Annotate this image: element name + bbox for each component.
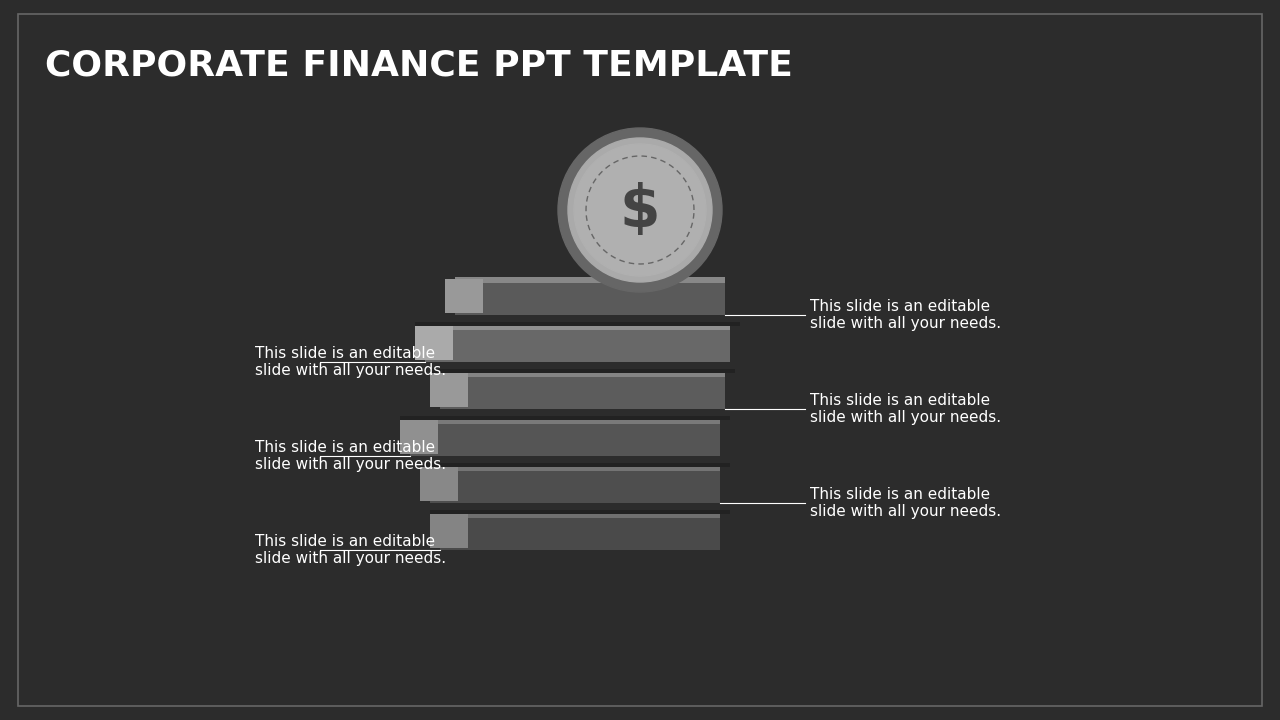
Circle shape	[568, 138, 712, 282]
Bar	[454, 277, 724, 283]
Bar	[399, 416, 730, 420]
Bar	[420, 463, 730, 467]
Bar	[454, 283, 724, 315]
Bar	[410, 418, 719, 424]
Bar	[440, 518, 719, 550]
Bar	[430, 510, 730, 514]
Bar	[399, 420, 438, 454]
Text: $: $	[620, 181, 660, 238]
Bar	[430, 471, 719, 503]
Bar	[420, 467, 458, 501]
Text: This slide is an editable
slide with all your needs.: This slide is an editable slide with all…	[255, 534, 447, 566]
Bar	[430, 514, 468, 548]
Bar	[415, 326, 453, 360]
Circle shape	[558, 128, 722, 292]
Text: This slide is an editable
slide with all your needs.: This slide is an editable slide with all…	[255, 346, 447, 378]
Bar	[430, 465, 719, 471]
Bar	[440, 512, 719, 518]
Text: This slide is an editable
slide with all your needs.: This slide is an editable slide with all…	[810, 487, 1001, 519]
Bar	[425, 324, 730, 330]
Text: This slide is an editable
slide with all your needs.: This slide is an editable slide with all…	[255, 440, 447, 472]
Text: This slide is an editable
slide with all your needs.: This slide is an editable slide with all…	[810, 393, 1001, 426]
Bar	[410, 424, 719, 456]
Bar	[440, 371, 724, 377]
Bar	[415, 322, 740, 326]
Bar	[440, 377, 724, 409]
Circle shape	[573, 144, 707, 276]
Text: CORPORATE FINANCE PPT TEMPLATE: CORPORATE FINANCE PPT TEMPLATE	[45, 48, 792, 82]
Bar	[430, 373, 468, 407]
Bar	[445, 279, 483, 313]
Text: This slide is an editable
slide with all your needs.: This slide is an editable slide with all…	[810, 299, 1001, 331]
Bar	[425, 330, 730, 362]
Bar	[430, 369, 735, 373]
